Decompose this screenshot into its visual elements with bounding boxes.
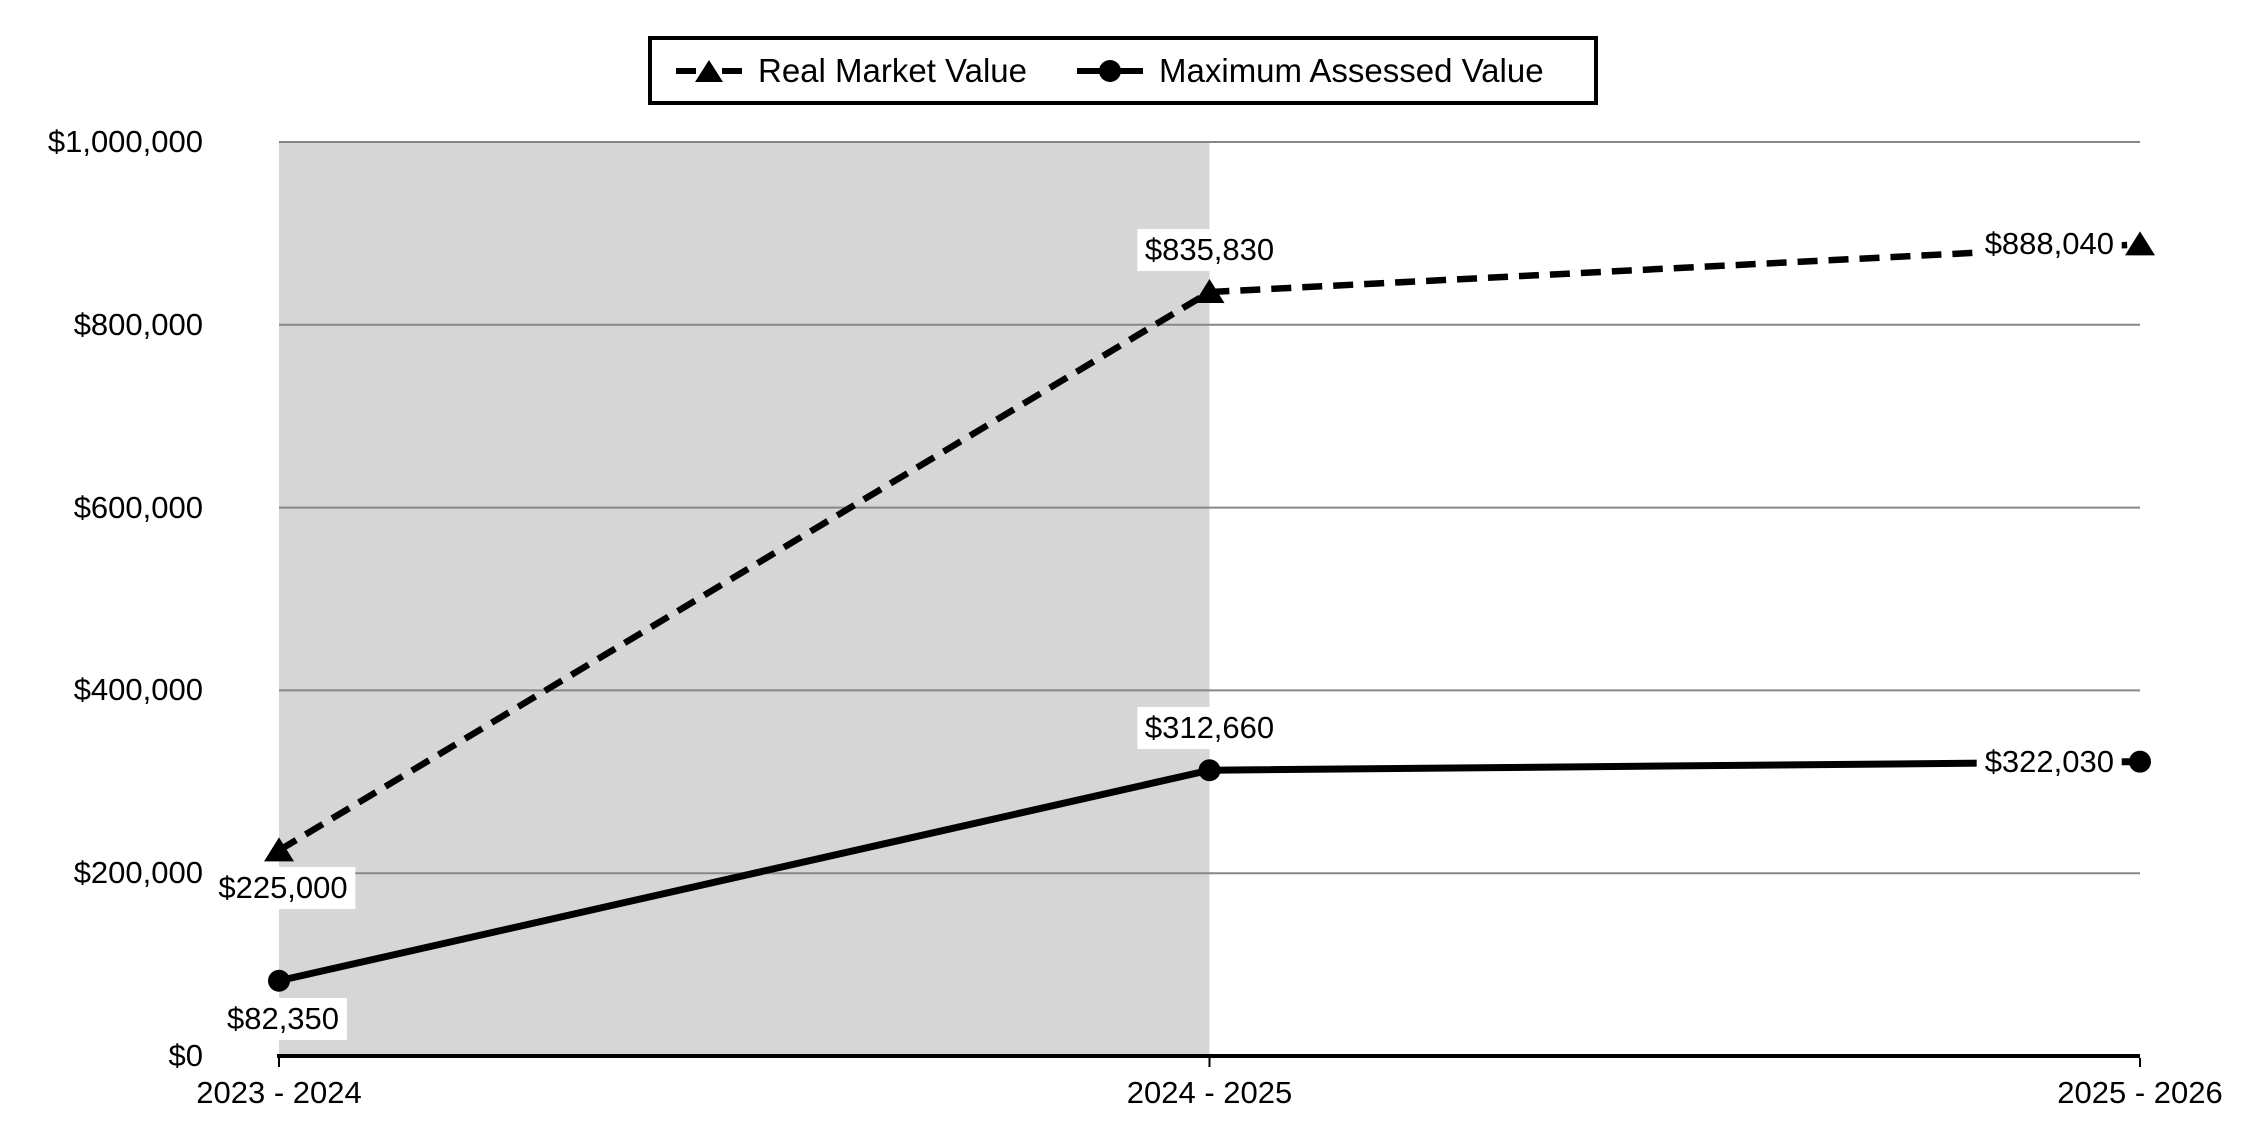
y-axis-tick-label: $1,000,000	[47, 124, 203, 159]
y-axis-tick-label: $600,000	[73, 489, 203, 525]
legend: Real Market Value Maximum Assessed Value	[648, 36, 1598, 105]
y-axis-tick-label: $200,000	[73, 855, 203, 891]
dashed-line-triangle-marker-icon	[676, 59, 742, 82]
data-label-maximum-assessed-value: $312,660	[1136, 707, 1283, 750]
legend-item-real-market-value: Real Market Value	[676, 52, 1027, 90]
triangle-marker	[1194, 279, 1225, 304]
data-label-real-market-value: $888,040	[1976, 223, 2122, 266]
x-axis-tick-label: 2023 - 2024	[196, 1075, 362, 1110]
legend-item-maximum-assessed-value: Maximum Assessed Value	[1077, 52, 1544, 90]
x-axis-tick-label: 2025 - 2026	[2057, 1075, 2223, 1110]
triangle-marker	[2125, 231, 2155, 256]
circle-marker	[268, 969, 290, 992]
circle-marker	[1198, 759, 1221, 782]
y-axis-tick-label: $800,000	[73, 306, 203, 342]
shaded-region	[279, 142, 1210, 1056]
circle-marker	[2129, 750, 2151, 773]
y-axis-tick-label: $0	[168, 1038, 203, 1073]
data-label-maximum-assessed-value: $82,350	[218, 997, 348, 1040]
solid-line-circle-marker-icon	[1077, 59, 1144, 82]
x-axis-tick-label: 2024 - 2025	[1126, 1075, 1293, 1110]
data-label-maximum-assessed-value: $322,030	[1976, 740, 2122, 783]
y-axis-tick-label: $400,000	[73, 672, 203, 708]
legend-label-real-market-value: Real Market Value	[758, 51, 1028, 89]
triangle-marker	[264, 837, 294, 862]
data-label-real-market-value: $835,830	[1136, 229, 1283, 272]
legend-label-maximum-assessed-value: Maximum Assessed Value	[1159, 51, 1544, 89]
data-label-real-market-value: $225,000	[210, 867, 356, 910]
